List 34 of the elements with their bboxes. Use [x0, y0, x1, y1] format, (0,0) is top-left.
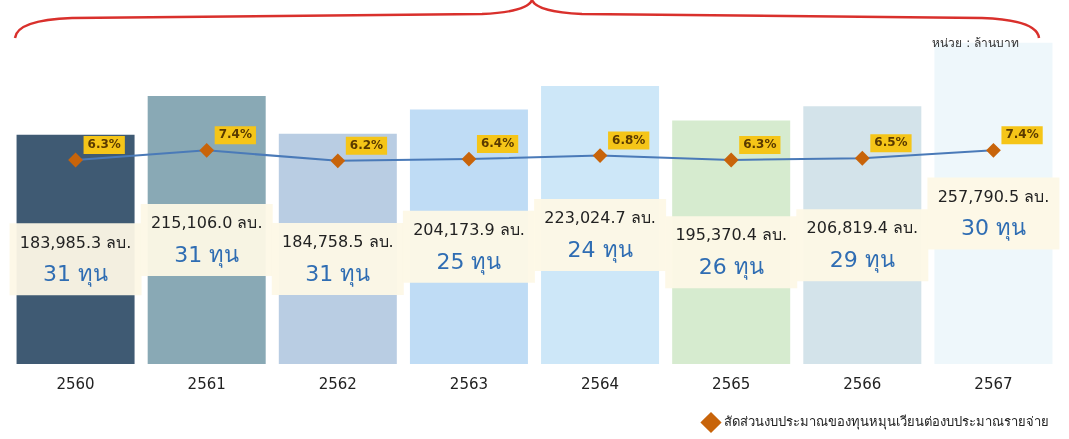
data-label: 6.4% — [480, 136, 515, 151]
data-label: 6.8% — [612, 132, 646, 147]
annotation: 24 ทุน — [567, 236, 633, 263]
data-label: 6.3% — [743, 137, 777, 152]
annotation: 31 ทุน — [43, 261, 109, 288]
annotation: 29 ทุน — [829, 246, 895, 273]
annotation: 31 ทุน — [174, 241, 240, 268]
data-label: 6.2% — [349, 137, 384, 152]
data-label: 184,758.5 ลบ. — [282, 232, 394, 252]
data-label: 206,819.4 ลบ. — [806, 218, 919, 238]
annotation: 25 ทุน — [436, 248, 502, 275]
legend-label: สัดส่วนงบประมาณของทุนหมุนเวียนต่องบประมาณรายจ่าย — [724, 413, 1049, 430]
x-tick-label: 2561 — [187, 374, 226, 393]
x-tick-label: 2567 — [974, 374, 1013, 393]
x-tick-label: 2562 — [318, 374, 357, 393]
data-label: 6.3% — [87, 137, 121, 152]
data-label: 183,985.3 ลบ. — [19, 232, 132, 252]
data-label: 215,106.0 ลบ. — [150, 213, 263, 233]
x-tick-label: 2563 — [449, 374, 489, 393]
x-tick-label: 2564 — [580, 374, 620, 393]
data-label: 6.5% — [874, 135, 908, 150]
data-label: 204,173.9 ลบ. — [413, 219, 525, 239]
data-label: 223,024.7 ลบ. — [544, 208, 656, 228]
annotation: 31 ทุน — [305, 260, 371, 287]
data-label: 257,790.5 ลบ. — [937, 186, 1050, 206]
x-tick-label: 2566 — [843, 374, 882, 393]
data-label: 7.4% — [1005, 127, 1039, 142]
annotation: 30 ทุน — [960, 215, 1026, 242]
annotation: หน่วย : ล้านบาท — [932, 36, 1019, 51]
annotation: 26 ทุน — [698, 253, 764, 280]
data-label: 195,370.4 ลบ. — [675, 225, 787, 245]
data-label: 7.4% — [218, 127, 252, 142]
x-tick-label: 2560 — [56, 374, 95, 393]
x-tick-label: 2565 — [712, 374, 751, 393]
